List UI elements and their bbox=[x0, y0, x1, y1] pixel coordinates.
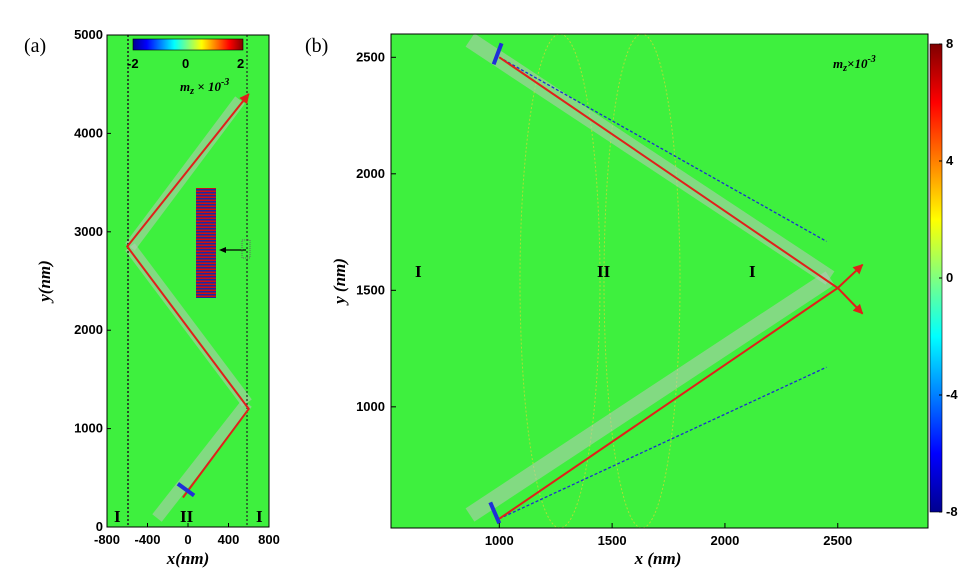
panel-a-inset-source-box bbox=[241, 239, 251, 259]
panel-a: (a) I II I -2 0 2 mz × 10-3 010002000300… bbox=[24, 27, 280, 568]
panel-b-colorbar-tick-label: -8 bbox=[946, 504, 958, 519]
panel-a-y-tick-label: 1000 bbox=[74, 421, 103, 436]
panel-a-xlabel: x(nm) bbox=[166, 549, 210, 568]
panel-a-y-tick-label: 4000 bbox=[74, 125, 103, 140]
panel-b-y-tick-label: 1500 bbox=[356, 282, 385, 297]
panel-a-ylabel: y(nm) bbox=[35, 260, 54, 304]
panel-b-ray-extension bbox=[837, 263, 864, 289]
panel-a-x-tick-label: 0 bbox=[184, 532, 191, 547]
panel-a-y-ticks: 0 1000 2000 3000 4000 5000 bbox=[74, 27, 111, 534]
panel-b-y-ticks: 1000 1500 2000 2500 bbox=[356, 49, 396, 414]
panel-b-ray-extensions bbox=[837, 263, 864, 315]
panel-b-x-tick-label: 2000 bbox=[710, 533, 739, 548]
panel-b-y-tick-label: 2000 bbox=[356, 166, 385, 181]
panel-b-y-tick-label: 2500 bbox=[356, 49, 385, 64]
panel-a-y-tick-label: 5000 bbox=[74, 27, 103, 42]
panel-b-axes-frame bbox=[390, 33, 929, 529]
panel-b-region-3: I bbox=[749, 262, 756, 281]
panel-b-dashed-line bbox=[499, 366, 827, 520]
panel-b-ylabel: y (nm) bbox=[330, 258, 349, 306]
panel-b-source-markers bbox=[488, 42, 504, 525]
panel-a-region-1: I bbox=[114, 507, 121, 526]
panel-a-colorbar-tick: 2 bbox=[237, 56, 244, 71]
panel-b-dashed-line bbox=[498, 56, 827, 242]
panel-b-xlabel: x (nm) bbox=[634, 549, 682, 568]
panel-b-x-ticks: 1000 1500 2000 2500 bbox=[485, 523, 852, 548]
panel-b-plot-background bbox=[391, 34, 928, 528]
panel-a-region-3: I bbox=[256, 507, 263, 526]
panel-a-plot-background bbox=[107, 35, 269, 527]
panel-b-colorbar-tick-label: 0 bbox=[946, 270, 953, 285]
panel-a-colorbar-tick: -2 bbox=[127, 56, 139, 71]
panel-b-label: (b) bbox=[305, 35, 328, 57]
panel-b-x-tick-label: 2500 bbox=[823, 533, 852, 548]
panel-b-source-marker bbox=[491, 42, 504, 65]
panel-a-y-tick-label: 3000 bbox=[74, 224, 103, 239]
panel-a-label: (a) bbox=[24, 35, 46, 57]
panel-a-y-tick-label: 2000 bbox=[74, 322, 103, 337]
panel-a-colorbar-tick: 0 bbox=[182, 56, 189, 71]
panel-b-colorbar-tick-label: -4 bbox=[946, 387, 958, 402]
panel-a-colorbar bbox=[132, 38, 244, 51]
panel-a-region-2: II bbox=[180, 507, 194, 526]
panel-a-x-tick-label: 800 bbox=[258, 532, 280, 547]
panel-b-x-tick-label: 1000 bbox=[485, 533, 514, 548]
panel-b-x-tick-label: 1500 bbox=[598, 533, 627, 548]
panel-a-ray-path bbox=[125, 93, 250, 499]
panel-b-region-1: I bbox=[415, 262, 422, 281]
panel-b-colorbar-tick-label: 4 bbox=[946, 153, 954, 168]
panel-a-inset-pointer-head bbox=[219, 247, 226, 253]
panel-a-inset-mode bbox=[196, 188, 216, 298]
panel-a-x-ticks: -800 -400 0 400 800 bbox=[94, 523, 280, 547]
panel-b-region-2: II bbox=[597, 262, 611, 281]
panel-a-y-tick-label: 0 bbox=[96, 519, 103, 534]
panel-b-colorbar-tick-label: 8 bbox=[946, 36, 953, 51]
panel-a-source-marker bbox=[176, 482, 196, 498]
panel-a-x-tick-label: 400 bbox=[218, 532, 240, 547]
panel-b-y-tick-label: 1000 bbox=[356, 399, 385, 414]
panel-b-ray-extension bbox=[837, 287, 864, 315]
panel-b-interface-left bbox=[519, 33, 601, 529]
panel-b-colorbar-ticks: 8 4 0 -4 -8 bbox=[939, 36, 958, 519]
panel-b-source-marker bbox=[488, 501, 502, 525]
panel-b-dashed-reference bbox=[498, 56, 827, 520]
panel-a-x-tick-label: -400 bbox=[134, 532, 160, 547]
panel-a-x-tick-label: -800 bbox=[94, 532, 120, 547]
